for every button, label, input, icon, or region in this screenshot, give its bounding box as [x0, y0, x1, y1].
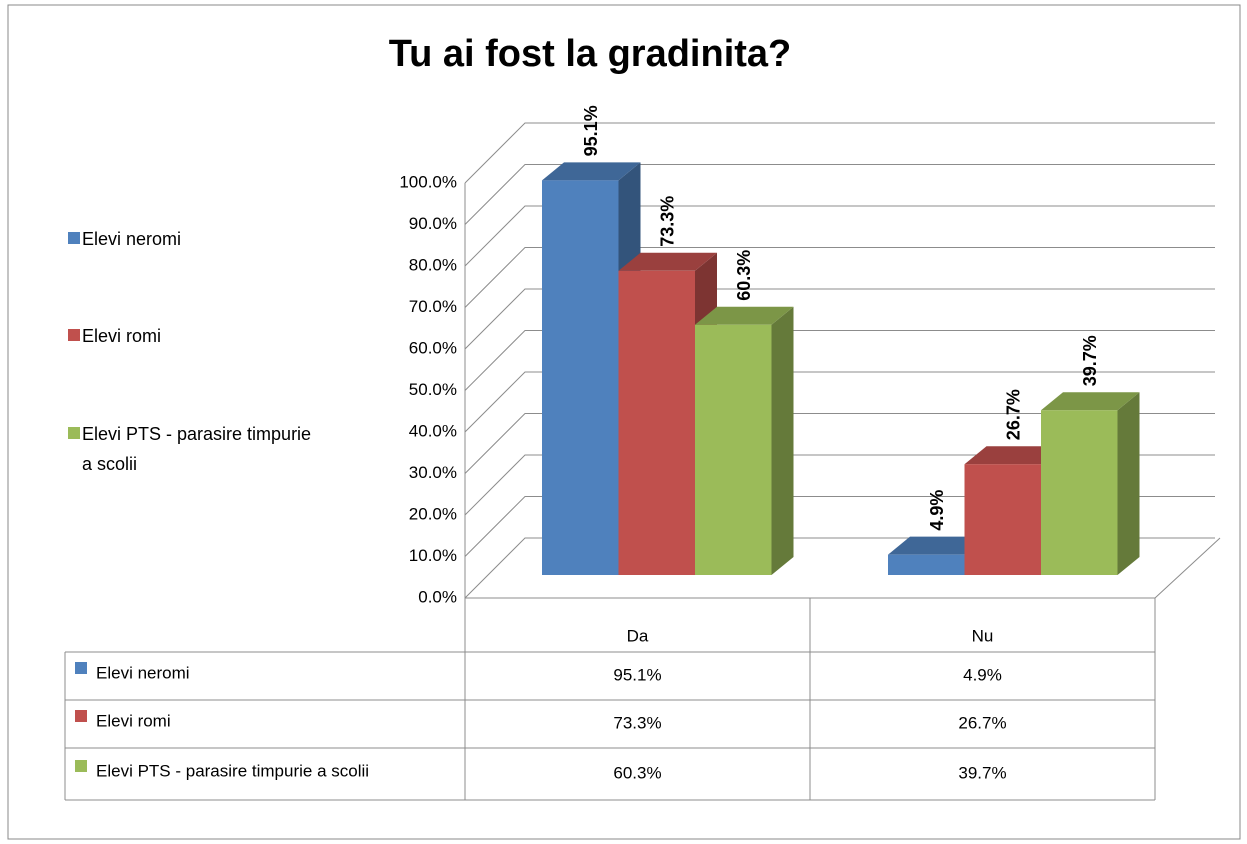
y-tick-label: 100.0%: [399, 172, 457, 191]
table-cell: 4.9%: [963, 665, 1002, 684]
bar-top: [888, 536, 987, 555]
table-cell: 73.3%: [613, 713, 661, 732]
bar-side: [1117, 392, 1140, 575]
grid-line: [464, 330, 1215, 391]
table-legend-key: [75, 662, 87, 674]
table-cell: 60.3%: [613, 763, 661, 782]
table-cell: 95.1%: [613, 665, 661, 684]
grid-line: [464, 288, 1215, 350]
data-label: 4.9%: [927, 490, 947, 531]
grid-line: [464, 122, 1215, 184]
legend-key: [68, 329, 80, 341]
legend-label: Elevi PTS - parasire timpurie a scolii: [82, 424, 312, 474]
bar: [888, 554, 965, 575]
bar: [964, 464, 1041, 575]
y-tick-label: 90.0%: [409, 214, 457, 233]
table-row-label: Elevi PTS - parasire timpurie a scolii: [96, 761, 369, 780]
grid-line: [464, 205, 1215, 267]
x-tick-label: Da: [627, 626, 649, 645]
table-legend-key: [75, 760, 87, 772]
legend-label: Elevi neromi: [82, 229, 182, 249]
y-tick-label: 60.0%: [409, 338, 457, 357]
floor-edge: [1154, 537, 1221, 599]
bar-top: [964, 446, 1063, 465]
x-tick-label: Nu: [972, 626, 994, 645]
bar-side: [771, 306, 794, 575]
grid-line: [464, 247, 1215, 308]
legend-key: [68, 232, 80, 244]
data-label: 73.3%: [658, 196, 678, 247]
y-tick-label: 20.0%: [409, 504, 457, 523]
table-legend-key: [75, 710, 87, 722]
y-tick-label: 50.0%: [409, 380, 457, 399]
bar: [695, 324, 772, 575]
data-label: 26.7%: [1004, 389, 1024, 440]
y-tick-label: 40.0%: [409, 421, 457, 440]
table-row-label: Elevi neromi: [96, 663, 190, 682]
legend-key: [68, 427, 80, 439]
y-tick-label: 80.0%: [409, 255, 457, 274]
table-cell: 39.7%: [958, 763, 1006, 782]
bar-top: [1041, 392, 1140, 411]
y-tick-label: 30.0%: [409, 463, 457, 482]
grid-line: [464, 371, 1215, 433]
bar-top: [618, 252, 717, 271]
y-tick-label: 0.0%: [418, 587, 457, 606]
bar-top: [542, 162, 641, 181]
bar: [1041, 410, 1118, 575]
table-row-label: Elevi romi: [96, 711, 171, 730]
data-label: 95.1%: [581, 105, 601, 156]
bar: [542, 180, 619, 575]
chart-title: Tu ai fost la gradinita?: [389, 33, 792, 75]
table-cell: 26.7%: [958, 713, 1006, 732]
y-tick-label: 10.0%: [409, 546, 457, 565]
data-label: 60.3%: [734, 250, 754, 301]
legend-label: Elevi romi: [82, 326, 162, 346]
data-label: 39.7%: [1080, 335, 1100, 386]
bar: [618, 270, 695, 575]
bar-top: [695, 306, 794, 325]
grid-line: [464, 413, 1215, 474]
grid-line: [464, 164, 1215, 225]
y-tick-label: 70.0%: [409, 297, 457, 316]
